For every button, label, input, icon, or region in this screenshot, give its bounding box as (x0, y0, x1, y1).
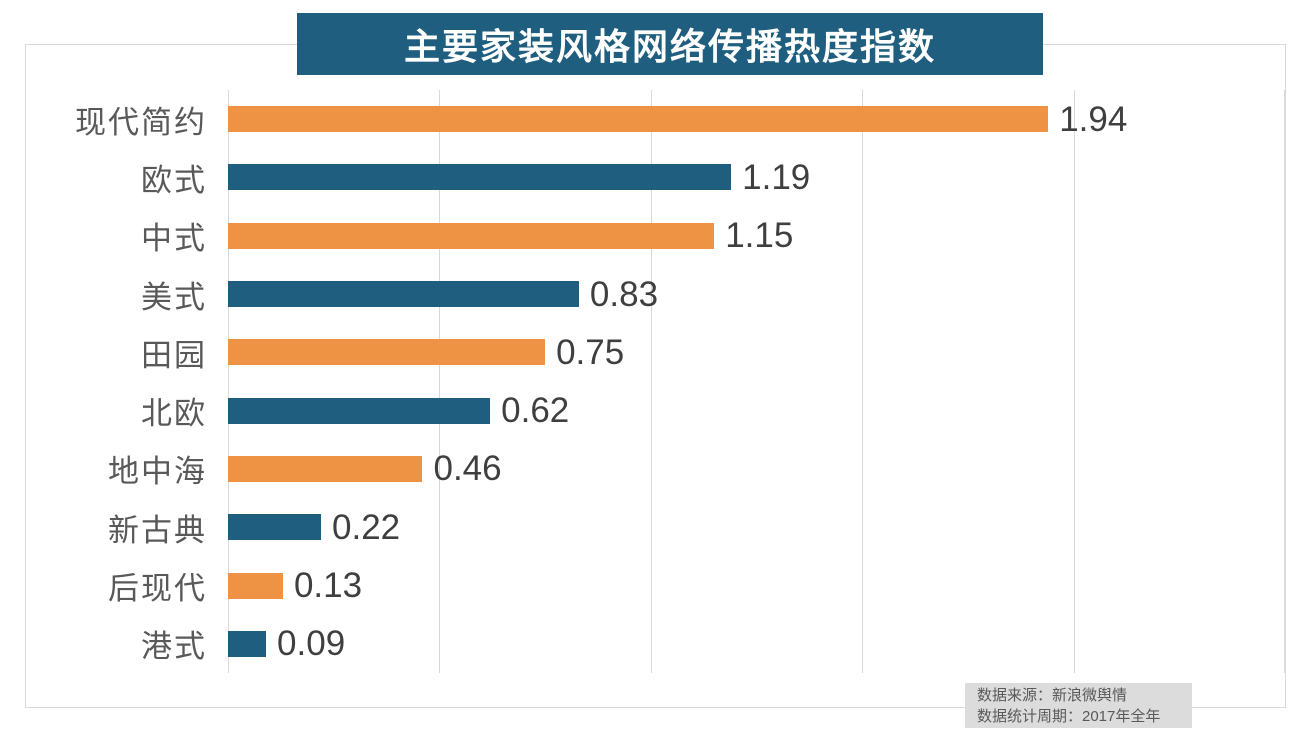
chart-title-bar: 主要家装风格网络传播热度指数 (297, 13, 1043, 75)
bar-新古典 (228, 514, 322, 541)
source-line-1: 数据来源：新浪微舆情 (977, 687, 1128, 704)
bar-row: 1.15 (228, 207, 1285, 265)
chart-title: 主要家装风格网络传播热度指数 (403, 26, 936, 67)
category-label: 新古典 (108, 512, 207, 548)
category-labels: 现代简约欧式中式美式田园北欧地中海新古典后现代港式 (25, 90, 207, 673)
bar-row: 0.46 (228, 440, 1285, 498)
value-label: 1.94 (1059, 99, 1128, 139)
category-label: 美式 (141, 279, 207, 315)
category-label: 后现代 (108, 571, 207, 607)
bar-港式 (228, 630, 267, 657)
gridline (439, 90, 441, 673)
bar-row: 0.62 (228, 381, 1285, 439)
bar-row: 1.19 (228, 148, 1285, 206)
bar-row: 0.09 (228, 615, 1285, 673)
category-label: 田园 (141, 337, 207, 373)
bar-中式 (228, 222, 715, 249)
category-label: 北欧 (141, 396, 207, 432)
bar-欧式 (228, 164, 732, 191)
value-label: 0.75 (556, 332, 625, 372)
plot-area: 1.94 1.19 1.15 0.83 0.75 0.62 0.46 0.22 0.13 0.09 (228, 90, 1285, 673)
bar-北欧 (228, 397, 491, 424)
bar-现代简约 (228, 106, 1049, 133)
bar-row: 0.13 (228, 556, 1285, 614)
value-label: 0.09 (277, 624, 346, 664)
bar-row: 1.94 (228, 90, 1285, 148)
value-label: 0.46 (433, 449, 502, 489)
gridline (650, 90, 652, 673)
bar-row: 0.75 (228, 323, 1285, 381)
bar-后现代 (228, 572, 283, 599)
bar-地中海 (228, 455, 423, 482)
value-label: 1.19 (742, 157, 811, 197)
bar-田园 (228, 339, 546, 366)
gridline (1284, 90, 1285, 673)
gridline (228, 90, 229, 673)
bar-row: 0.22 (228, 498, 1285, 556)
category-label: 现代简约 (75, 104, 207, 140)
category-label: 地中海 (108, 454, 207, 490)
value-label: 0.22 (332, 507, 401, 547)
bar-row: 0.83 (228, 265, 1285, 323)
category-label: 港式 (141, 629, 207, 665)
gridline (1073, 90, 1075, 673)
value-label: 0.83 (589, 274, 659, 314)
bar-rows: 1.94 1.19 1.15 0.83 0.75 0.62 0.46 0.22 0.13 0.09 (228, 90, 1285, 673)
source-line-2: 数据统计周期：2017年全年 (977, 708, 1161, 725)
value-label: 1.15 (725, 216, 794, 256)
bar-美式 (228, 281, 579, 308)
value-label: 0.13 (293, 566, 363, 606)
source-note: 数据来源：新浪微舆情 数据统计周期：2017年全年 (965, 683, 1192, 728)
value-label: 0.62 (501, 391, 570, 431)
category-label: 中式 (141, 221, 207, 257)
gridline (862, 90, 864, 673)
category-label: 欧式 (141, 162, 207, 198)
